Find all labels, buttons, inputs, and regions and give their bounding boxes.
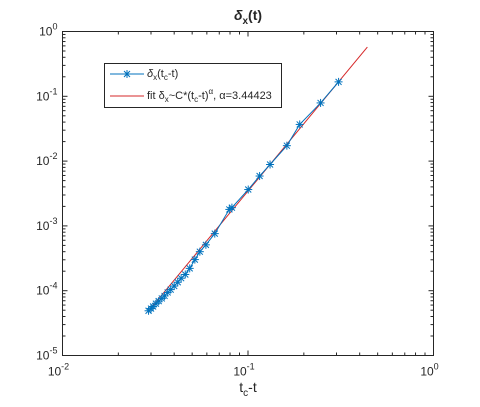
legend-box (104, 63, 282, 108)
data-point (181, 270, 190, 279)
y-tick-label: 10-2 (36, 151, 57, 168)
data-point (295, 120, 304, 129)
data-point (195, 247, 204, 256)
data-point (316, 98, 325, 107)
data-point (210, 229, 219, 238)
legend-marker-series1 (123, 70, 131, 78)
chart-series (144, 46, 368, 315)
legend-label-fit: fit δx~C*(tc-t)α, α=3.44423 (147, 87, 272, 104)
data-point (185, 264, 194, 273)
data-point (244, 185, 253, 194)
chart-title: δx(t) (234, 7, 262, 27)
data-point (201, 240, 210, 249)
x-axis-label: tc-t (239, 379, 257, 399)
data-point (282, 141, 291, 150)
legend-label-series1: δx(tc-t) (147, 68, 178, 82)
x-tick-label: 10-1 (233, 362, 254, 379)
data-point (255, 172, 264, 181)
data-point (190, 255, 199, 264)
x-tick-label: 10-2 (48, 362, 69, 379)
data-point (334, 77, 343, 86)
data-point (160, 291, 169, 300)
x-tick-labels: 10-2 10-1 100 (48, 362, 439, 379)
data-point (266, 160, 275, 169)
y-tick-label: 10-5 (36, 346, 57, 363)
x-tick-label: 100 (420, 362, 438, 379)
y-tick-label: 10-4 (36, 281, 57, 298)
y-tick-labels: 10-5 10-4 10-3 10-2 10-1 100 (36, 22, 57, 363)
axis-ticks (62, 31, 434, 356)
y-tick-label: 10-1 (36, 86, 57, 103)
data-point (227, 203, 236, 212)
y-tick-label: 10-3 (36, 216, 57, 233)
y-tick-label: 100 (39, 22, 57, 39)
legend: δx(tc-t) fit δx~C*(tc-t)α, α=3.44423 (104, 63, 282, 108)
